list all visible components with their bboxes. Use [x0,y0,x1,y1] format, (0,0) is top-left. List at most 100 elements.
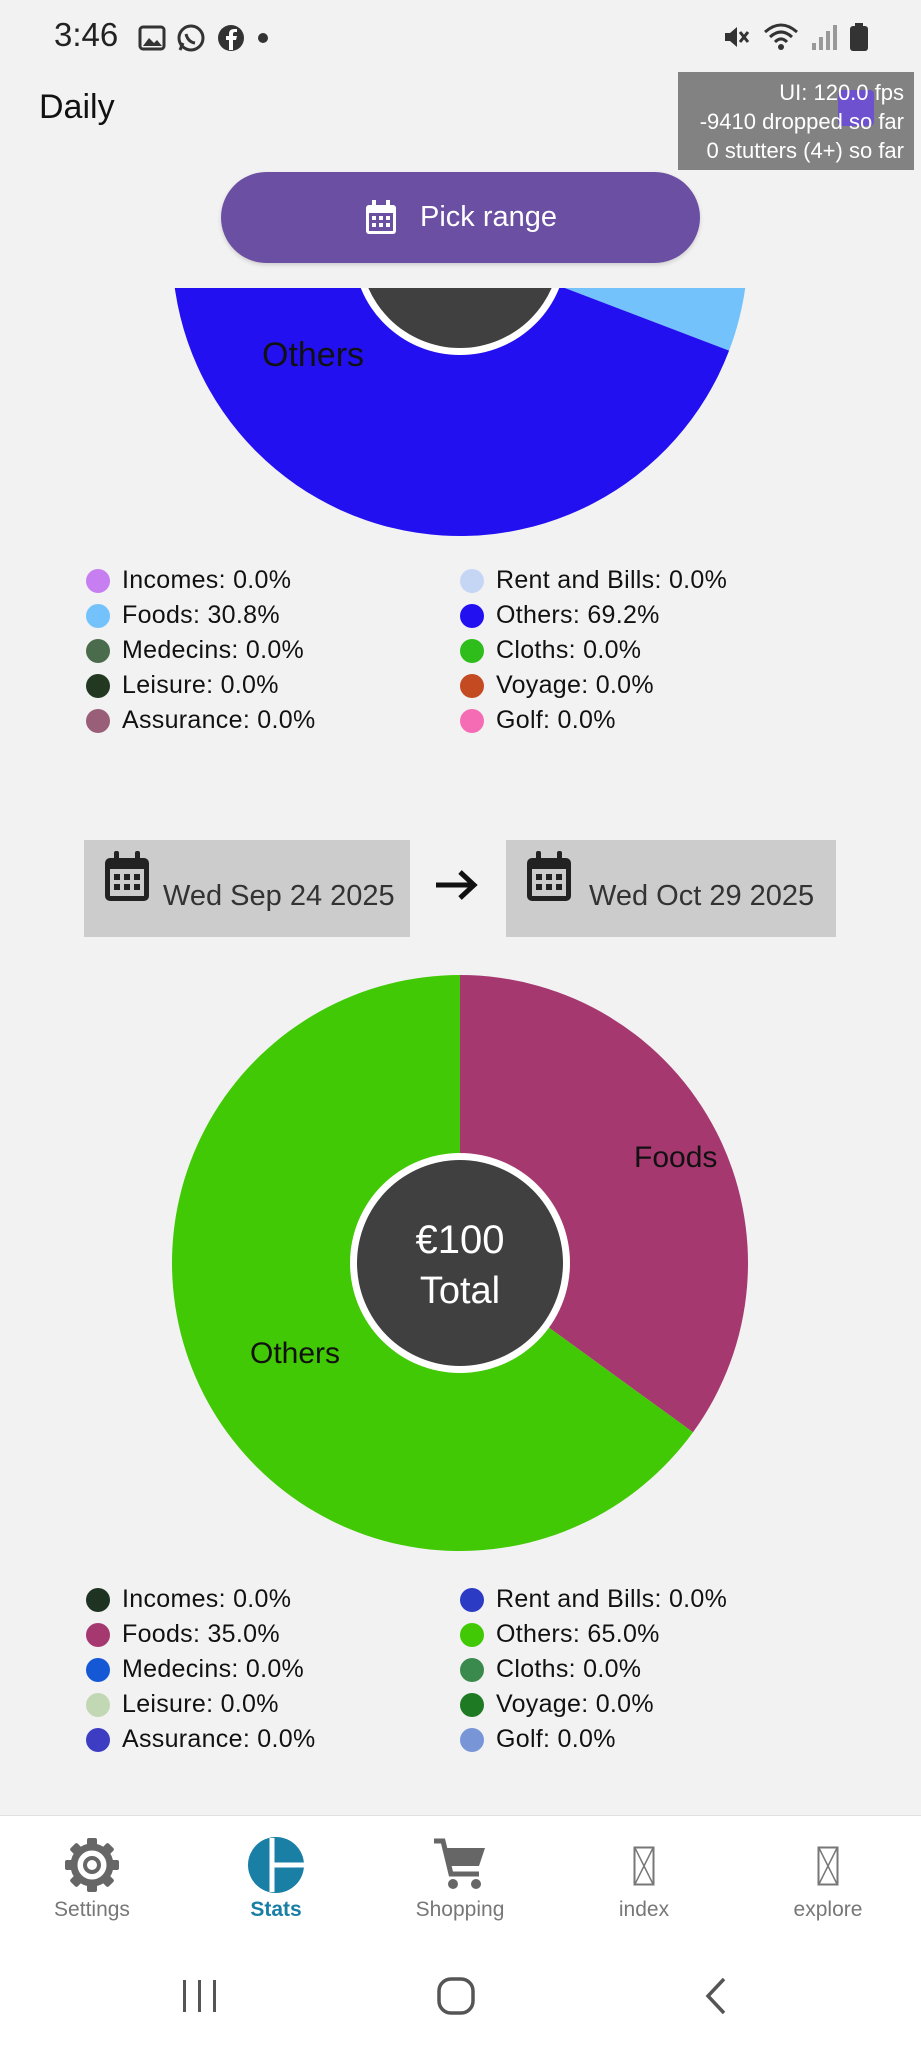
legend-swatch [460,603,484,628]
legend-label: Foods: 35.0% [122,1620,280,1648]
legend-label: Assurance: 0.0% [122,706,316,734]
legend-swatch [460,568,484,593]
home-icon[interactable] [436,1976,476,2016]
nav-explore[interactable]: explore [736,1816,920,1951]
center-hole[interactable] [357,1160,563,1366]
legend-swatch [460,1727,484,1752]
pie-slice-others[interactable] [172,288,730,536]
legend-swatch [86,1692,110,1717]
gear-icon [65,1838,119,1892]
pie-slice-foods[interactable] [460,288,748,351]
legend-item: Medecins: 0.0% [86,633,460,668]
legend-item: Rent and Bills: 0.0% [460,1582,806,1617]
nav-shopping[interactable]: Shopping [368,1816,552,1951]
wifi-icon [764,23,798,50]
legend-label: Rent and Bills: 0.0% [496,1585,728,1613]
legend-label: Others: 65.0% [496,1620,660,1648]
checkbox-icon [838,90,874,126]
legend-swatch [460,673,484,698]
system-navigation-bar [0,1950,921,2048]
center-hole[interactable] [360,288,560,348]
nav-explore-label: explore [793,1898,863,1921]
legend-swatch [460,708,484,733]
legend-swatch [460,638,484,663]
nav-index[interactable]: index [552,1816,736,1951]
total-amount: €100 [416,1218,505,1262]
status-time: 3:46 [54,16,119,53]
calendar-icon [527,850,571,901]
dropped-line: -9410 dropped so far [699,109,904,134]
page-title: Daily [39,88,115,126]
pie-chart-1: Others [172,288,748,536]
legend-label: Cloths: 0.0% [496,1655,642,1683]
slice-label: Foods [634,1141,717,1174]
legend-item: Golf: 0.0% [460,703,806,738]
legend-swatch [86,568,110,593]
nav-shopping-label: Shopping [415,1898,505,1921]
nav-index-label: index [618,1898,670,1921]
facebook-icon [218,25,244,51]
legend-label: Cloths: 0.0% [496,636,642,664]
legend-item: Leisure: 0.0% [86,1687,460,1722]
legend-swatch [460,1622,484,1647]
legend-swatch [460,1657,484,1682]
notification-icons [138,22,270,54]
fps-overlay: UI: 120.0 fps -9410 dropped so far 0 stu… [678,72,914,170]
mute-icon [725,27,750,47]
legend-swatch [460,1587,484,1612]
legend-item: Incomes: 0.0% [86,1582,460,1617]
gallery-icon [138,25,166,51]
pie-chart-icon [248,1837,304,1893]
missing-glyph-icon [817,1846,839,1886]
recent-apps-icon[interactable] [180,1976,220,2016]
legend-item: Rent and Bills: 0.0% [460,563,806,598]
pick-range-button[interactable]: Pick range [221,172,700,263]
pick-range-label: Pick range [419,201,557,233]
pie-slice-foods[interactable] [460,975,748,1433]
pie-chart-2: Foods Others €100 Total [172,975,748,1551]
legend-item: Foods: 35.0% [86,1617,460,1652]
legend-label: Leisure: 0.0% [122,671,279,699]
legend-item: Medecins: 0.0% [86,1652,460,1687]
nav-stats[interactable]: Stats [184,1816,368,1951]
fps-line: UI: 120.0 fps [779,80,904,105]
legend-item: Others: 65.0% [460,1617,806,1652]
legend-swatch [86,1622,110,1647]
legend-item: Assurance: 0.0% [86,703,460,738]
whatsapp-icon [177,24,205,52]
legend-item: Others: 69.2% [460,598,806,633]
battery-icon [850,23,868,51]
legend-item: Incomes: 0.0% [86,563,460,598]
system-icons [721,22,869,52]
bottom-navigation: Settings Stats Shopping index explore [0,1815,921,1951]
start-date-label: Wed Sep 24 2025 [163,880,395,912]
start-date-button[interactable]: Wed Sep 24 2025 [84,840,410,937]
legend-label: Others: 69.2% [496,601,660,629]
dot-icon [258,33,268,43]
legend-swatch [86,708,110,733]
end-date-button[interactable]: Wed Oct 29 2025 [506,840,836,937]
stutters-line: 0 stutters (4+) so far [706,138,904,163]
calendar-icon [105,850,149,901]
legend-swatch [86,1657,110,1682]
back-icon[interactable] [700,1976,730,2016]
arrow-right-icon [436,870,478,900]
total-label: Total [420,1270,500,1312]
legend-label: Foods: 30.8% [122,601,280,629]
legend-item: Assurance: 0.0% [86,1722,460,1757]
nav-settings-label: Settings [54,1898,130,1921]
cart-icon [434,1838,485,1889]
nav-settings[interactable]: Settings [0,1816,184,1951]
legend-label: Voyage: 0.0% [496,1690,654,1718]
status-bar: 3:46 [0,0,921,76]
nav-stats-label: Stats [250,1898,302,1921]
legend-2: Incomes: 0.0% Rent and Bills: 0.0% Foods: … [86,1582,806,1757]
signal-icon [812,25,837,50]
legend-label: Voyage: 0.0% [496,671,654,699]
legend-item: Cloths: 0.0% [460,633,806,668]
legend-swatch [86,1587,110,1612]
legend-1: Incomes: 0.0% Rent and Bills: 0.0% Foods: … [86,563,806,738]
legend-swatch [86,1727,110,1752]
legend-swatch [86,603,110,628]
calendar-icon [365,199,396,234]
